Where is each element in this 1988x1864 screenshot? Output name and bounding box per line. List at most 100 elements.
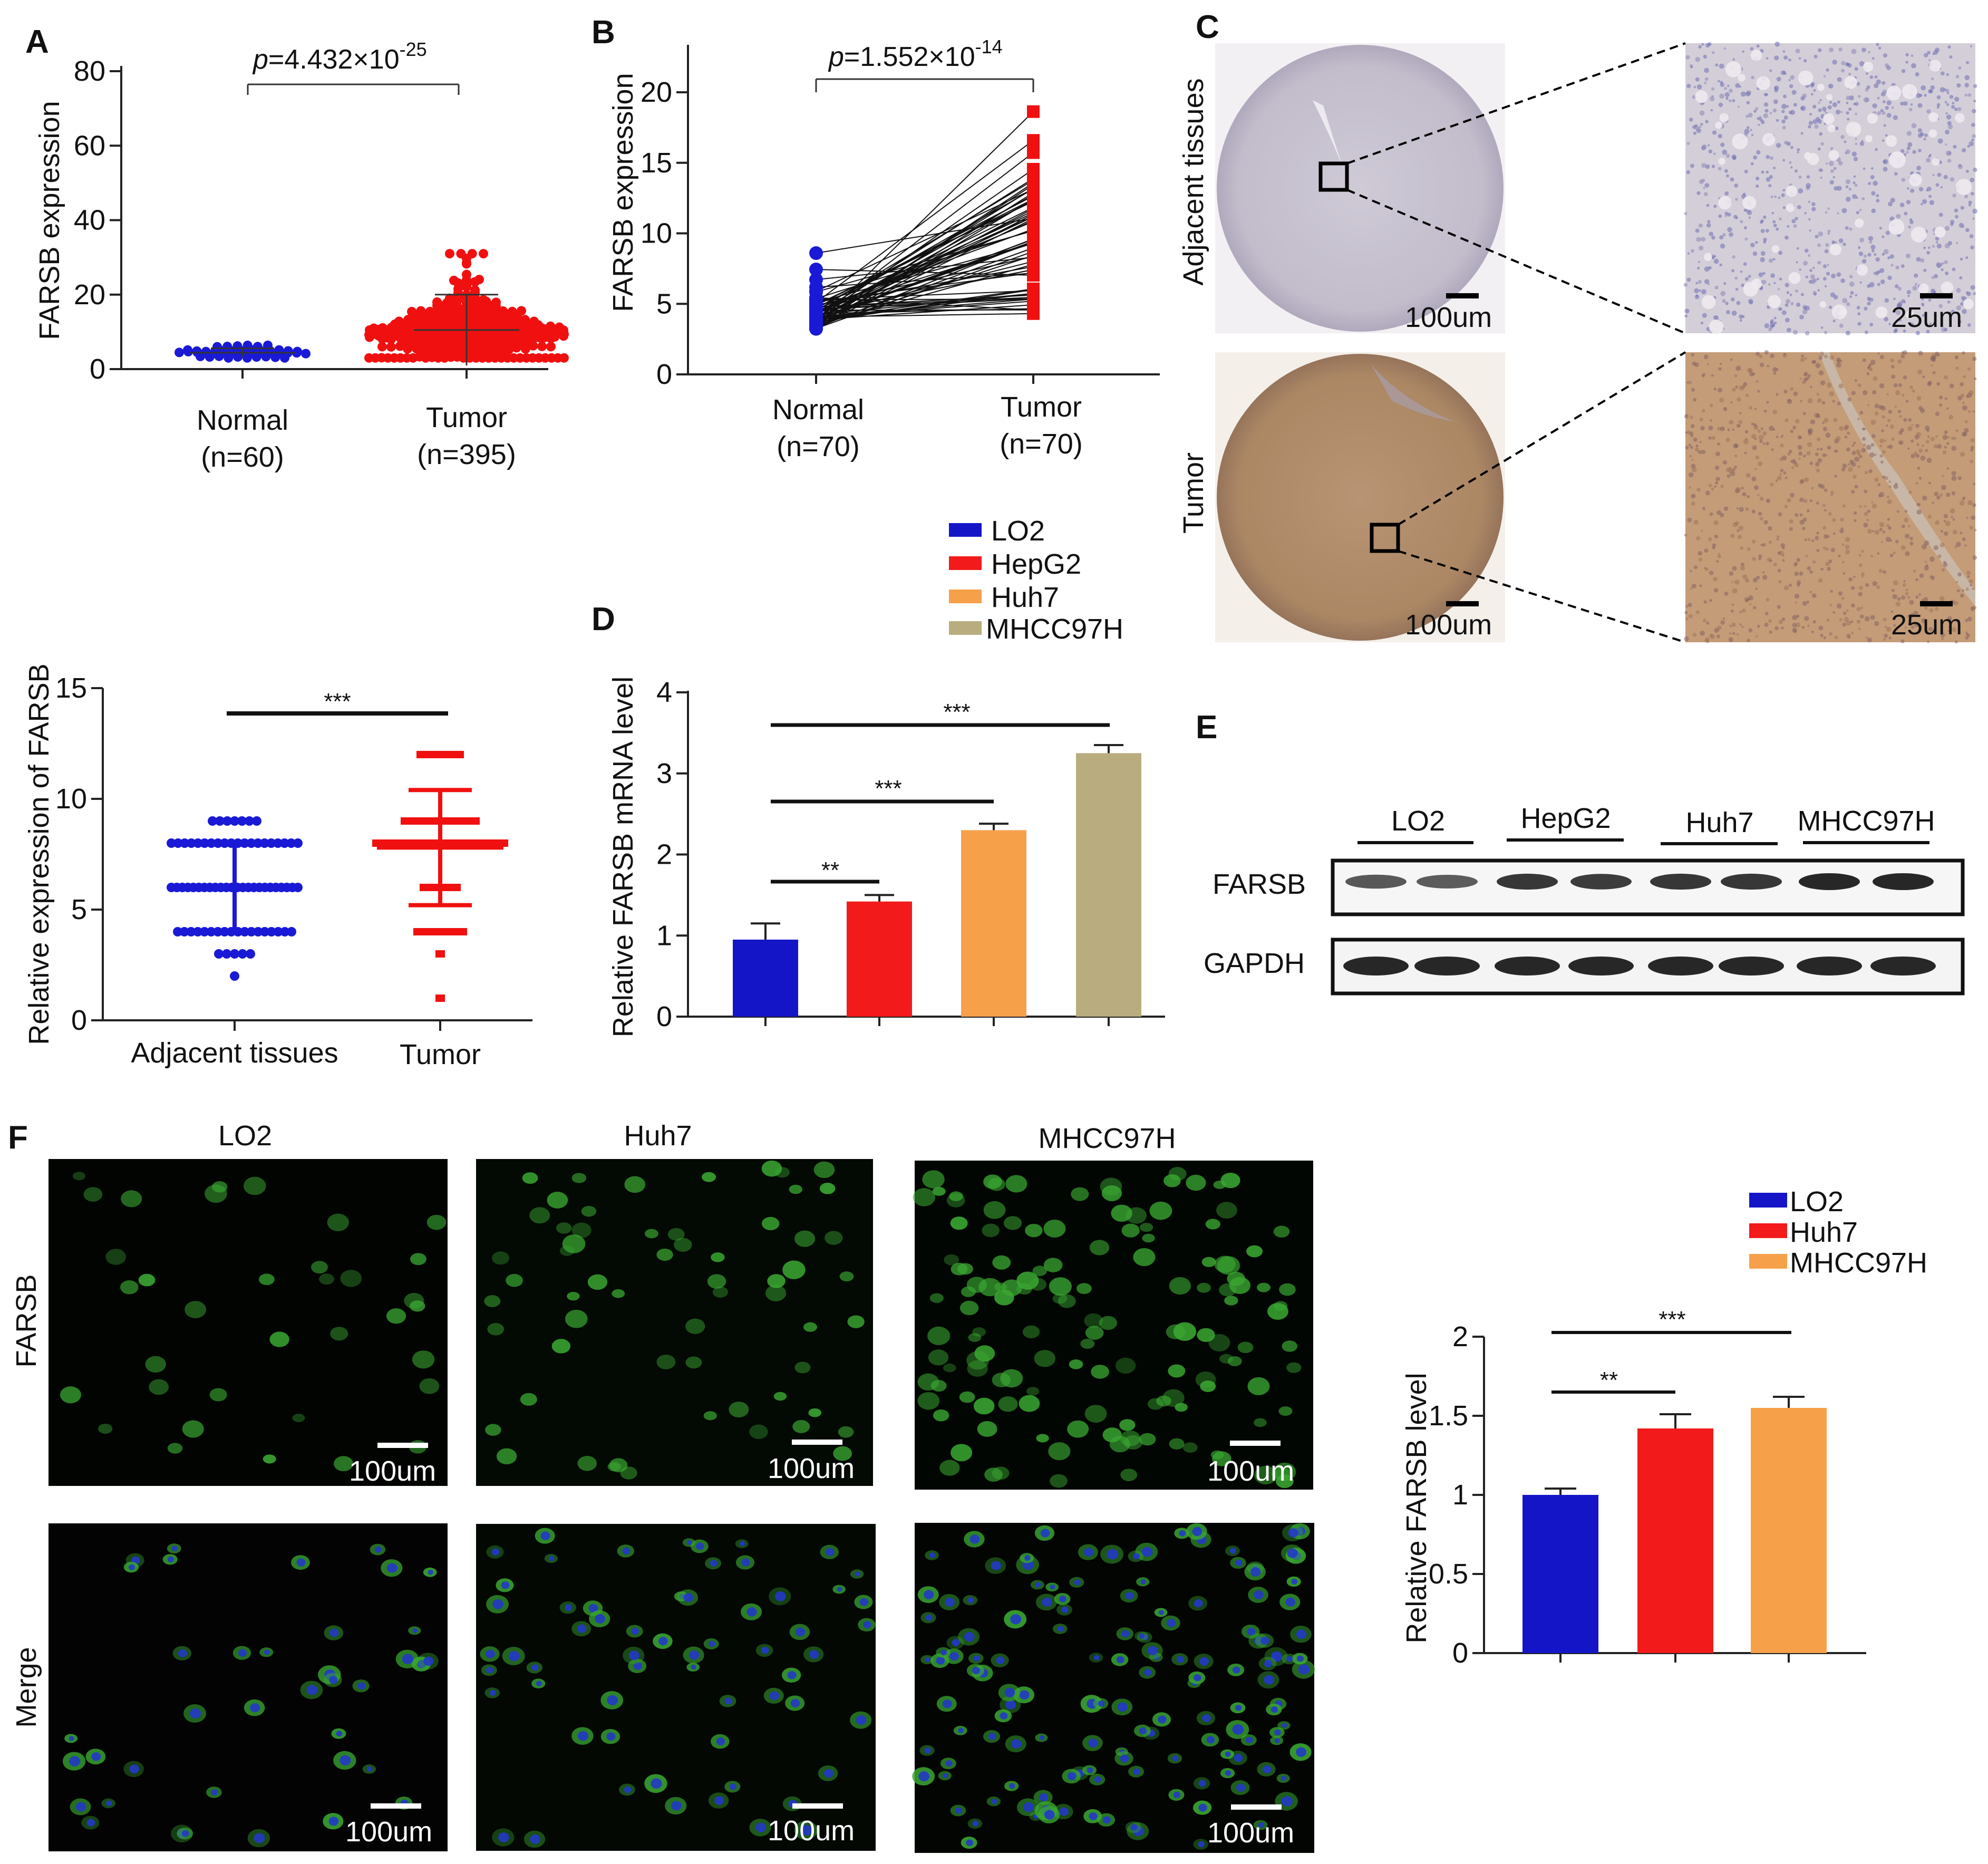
nucleus bbox=[1964, 194, 1968, 198]
nucleus bbox=[1867, 638, 1872, 643]
cell bbox=[487, 1323, 505, 1336]
nucleus bbox=[1739, 319, 1742, 322]
nucleus bbox=[1147, 1646, 1158, 1656]
nucleus bbox=[761, 1647, 769, 1654]
nucleus bbox=[1229, 1548, 1236, 1554]
nucleus bbox=[1864, 511, 1868, 516]
panel-b-x-label-normal-n: (n=70) bbox=[777, 431, 860, 462]
nucleus bbox=[1810, 274, 1815, 279]
nucleus bbox=[1883, 617, 1887, 622]
nucleus bbox=[1713, 576, 1718, 582]
nucleus bbox=[1969, 584, 1972, 587]
nucleus bbox=[1966, 392, 1972, 398]
nucleus bbox=[1768, 283, 1771, 286]
tumor-point bbox=[377, 323, 387, 333]
nucleus bbox=[1872, 103, 1877, 109]
nucleus bbox=[1824, 418, 1829, 423]
nucleus bbox=[1802, 304, 1807, 310]
nucleus bbox=[1926, 250, 1930, 255]
nucleus bbox=[973, 1655, 980, 1662]
nucleus bbox=[1815, 452, 1819, 457]
nucleus bbox=[1936, 382, 1941, 386]
nucleus bbox=[1743, 226, 1747, 230]
tumor-point bbox=[470, 285, 480, 295]
nucleus bbox=[1254, 1590, 1264, 1599]
bar-lo2 bbox=[1522, 1495, 1598, 1653]
cell bbox=[1169, 1277, 1191, 1295]
nucleus bbox=[1957, 572, 1962, 577]
rel-y-label: Relative expression of FARSB bbox=[23, 663, 55, 1045]
cell bbox=[496, 1448, 517, 1465]
cell bbox=[819, 1183, 836, 1194]
nucleus bbox=[1927, 381, 1932, 385]
nucleus bbox=[1904, 211, 1908, 216]
nucleus bbox=[1748, 275, 1751, 278]
nucleus bbox=[1194, 1674, 1201, 1682]
nucleus bbox=[823, 1769, 833, 1778]
nucleus bbox=[1876, 194, 1879, 198]
nucleus bbox=[1757, 494, 1760, 497]
cell bbox=[1085, 1326, 1104, 1340]
normal-point bbox=[253, 342, 263, 352]
nucleus bbox=[1833, 532, 1836, 535]
cell bbox=[83, 1187, 103, 1202]
nucleus bbox=[1842, 463, 1847, 468]
nucleus bbox=[1927, 51, 1931, 55]
nucleus bbox=[1776, 143, 1781, 148]
nucleus bbox=[1867, 509, 1871, 513]
nucleus bbox=[1841, 543, 1845, 546]
nucleus bbox=[1828, 559, 1832, 564]
nucleus bbox=[1948, 414, 1954, 420]
nucleus bbox=[1816, 468, 1820, 473]
nucleus bbox=[1866, 85, 1870, 90]
nucleus bbox=[1772, 108, 1777, 113]
nucleus bbox=[1858, 246, 1861, 249]
nucleus bbox=[336, 1731, 343, 1737]
if-column-label-mhcc97h: MHCC97H bbox=[1038, 1123, 1176, 1154]
nucleus bbox=[1877, 96, 1880, 100]
y-tick-label: 15 bbox=[641, 147, 672, 179]
nucleus bbox=[1879, 268, 1885, 273]
tumor-point bbox=[407, 306, 416, 316]
nucleus bbox=[1970, 459, 1974, 463]
nucleus bbox=[1950, 177, 1955, 182]
nucleus bbox=[1827, 446, 1831, 450]
cell bbox=[1119, 1419, 1136, 1431]
nucleus bbox=[1779, 473, 1782, 476]
nucleus bbox=[855, 1571, 860, 1577]
nucleus bbox=[1902, 393, 1905, 397]
panel-d-significance: ** *** *** bbox=[771, 699, 1110, 884]
nucleus bbox=[1686, 170, 1690, 175]
cell bbox=[674, 1238, 692, 1252]
nucleus bbox=[1911, 453, 1915, 458]
nucleus bbox=[1863, 390, 1868, 395]
nucleus bbox=[1849, 295, 1853, 298]
nucleus bbox=[1854, 183, 1858, 187]
nucleus bbox=[1838, 161, 1843, 166]
nucleus bbox=[1845, 197, 1851, 202]
nucleus bbox=[1962, 148, 1966, 153]
nucleus bbox=[1779, 307, 1782, 311]
ihc-tumor-zoom-stroma bbox=[1819, 352, 1975, 606]
tumor-point bbox=[456, 249, 466, 259]
nucleus bbox=[1802, 526, 1806, 530]
nucleus bbox=[1784, 505, 1788, 509]
nucleus bbox=[1909, 385, 1913, 389]
cell bbox=[571, 1222, 591, 1238]
panel-a-pvalue: p=4.432×10-25 bbox=[252, 38, 427, 75]
nucleus bbox=[991, 1799, 997, 1804]
nucleus bbox=[859, 1598, 869, 1606]
nucleus bbox=[1042, 1597, 1052, 1607]
vacuole bbox=[1709, 320, 1724, 334]
nucleus bbox=[1874, 403, 1879, 409]
tumor-point bbox=[428, 928, 438, 935]
nucleus bbox=[1752, 539, 1756, 544]
nucleus bbox=[1699, 125, 1702, 129]
nucleus bbox=[1888, 410, 1893, 414]
nucleus bbox=[1264, 1659, 1273, 1668]
tumor-point bbox=[479, 249, 488, 259]
cell bbox=[319, 1273, 334, 1285]
nucleus bbox=[1830, 490, 1834, 495]
nucleus bbox=[1752, 557, 1756, 561]
nucleus bbox=[1729, 637, 1732, 640]
